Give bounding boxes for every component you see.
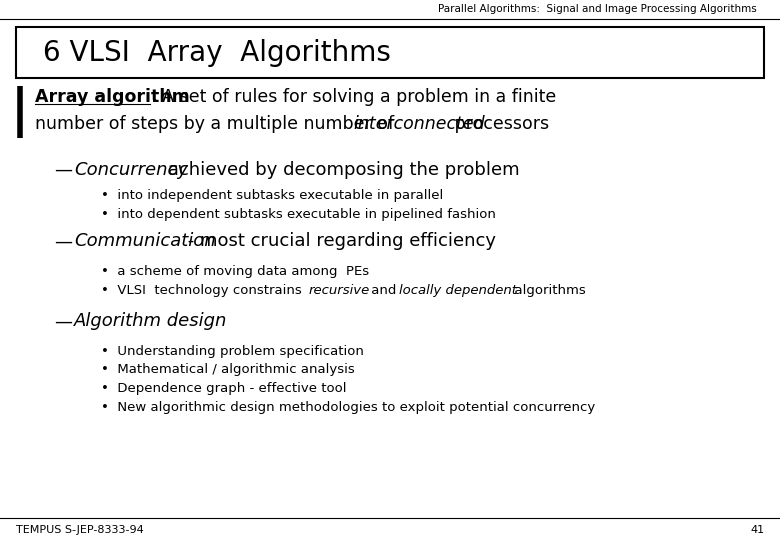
Text: Concurrency: Concurrency <box>74 161 188 179</box>
Text: 41: 41 <box>750 525 764 535</box>
Text: —: — <box>55 312 73 330</box>
Text: algorithms: algorithms <box>506 284 586 297</box>
Text: •  New algorithmic design methodologies to exploit potential concurrency: • New algorithmic design methodologies t… <box>101 401 596 414</box>
Text: •  Understanding problem specification: • Understanding problem specification <box>101 345 364 357</box>
FancyBboxPatch shape <box>16 27 764 78</box>
Text: achieved by decomposing the problem: achieved by decomposing the problem <box>162 161 519 179</box>
Text: Algorithm design: Algorithm design <box>74 312 228 330</box>
Text: •  Dependence graph - effective tool: • Dependence graph - effective tool <box>101 382 347 395</box>
Text: —: — <box>55 232 73 251</box>
Text: •  Mathematical / algorithmic analysis: • Mathematical / algorithmic analysis <box>101 363 355 376</box>
Text: •  into dependent subtasks executable in pipelined fashion: • into dependent subtasks executable in … <box>101 208 496 221</box>
Text: •  into independent subtasks executable in parallel: • into independent subtasks executable i… <box>101 189 444 202</box>
Text: interconnected: interconnected <box>353 115 485 133</box>
Text: Parallel Algorithms:  Signal and Image Processing Algorithms: Parallel Algorithms: Signal and Image Pr… <box>438 3 757 14</box>
Text: and: and <box>367 284 401 297</box>
Text: processors: processors <box>449 115 549 133</box>
Text: •  a scheme of moving data among  PEs: • a scheme of moving data among PEs <box>101 265 370 278</box>
Text: : A set of rules for solving a problem in a finite: : A set of rules for solving a problem i… <box>151 88 556 106</box>
Text: 6 VLSI  Array  Algorithms: 6 VLSI Array Algorithms <box>43 39 391 66</box>
Text: locally dependent: locally dependent <box>399 284 516 297</box>
Text: •  VLSI  technology constrains: • VLSI technology constrains <box>101 284 307 297</box>
Text: Communication: Communication <box>74 232 216 251</box>
Text: TEMPUS S-JEP-8333-94: TEMPUS S-JEP-8333-94 <box>16 525 144 535</box>
Text: recursive: recursive <box>308 284 370 297</box>
Text: number of steps by a multiple number of: number of steps by a multiple number of <box>35 115 399 133</box>
Text: —: — <box>55 161 73 179</box>
Text: - most crucial regarding efficiency: - most crucial regarding efficiency <box>182 232 496 251</box>
Text: Array algorithm: Array algorithm <box>35 88 190 106</box>
